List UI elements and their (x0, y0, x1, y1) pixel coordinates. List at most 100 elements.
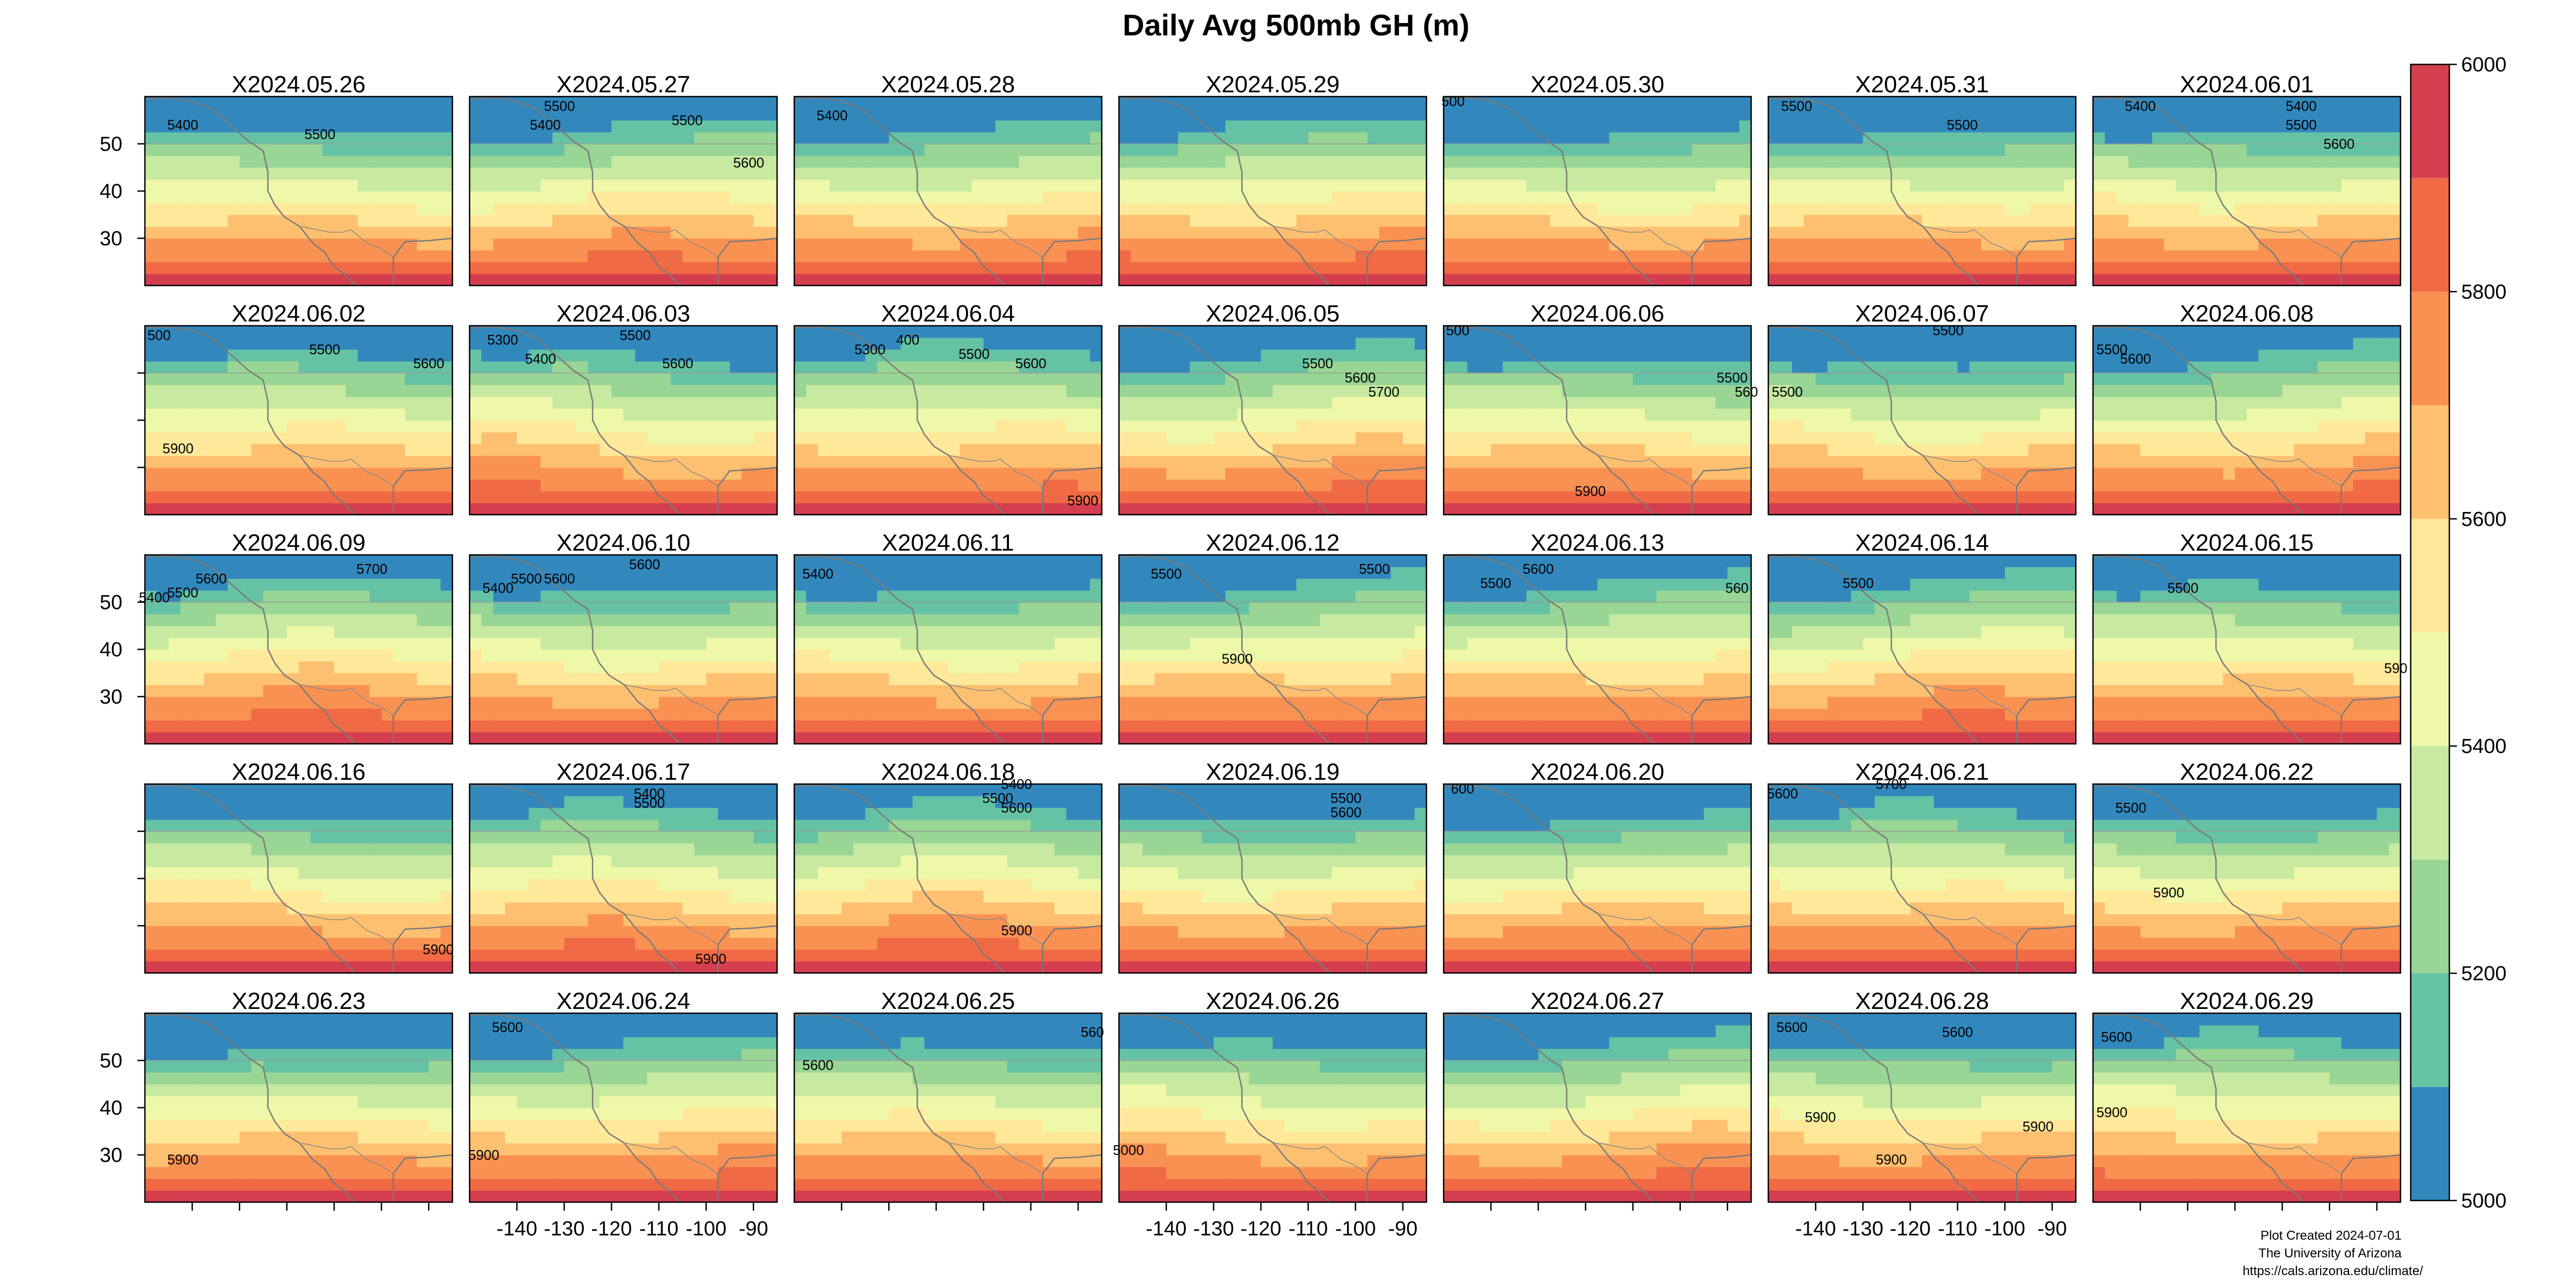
heatmap-cell (505, 479, 517, 492)
heatmap-cell (1550, 120, 1562, 133)
heatmap-cell (1261, 456, 1274, 468)
heatmap-cell (1597, 467, 1610, 480)
heatmap-cell (1467, 338, 1480, 350)
heatmap-cell (1296, 274, 1309, 286)
heatmap-cell (1078, 385, 1091, 397)
heatmap-cell (239, 144, 252, 156)
heatmap-cell (924, 349, 936, 362)
heatmap-cell (2317, 179, 2330, 192)
heatmap-cell (1296, 326, 1309, 338)
heatmap-cell (169, 361, 181, 374)
heatmap-cell (1379, 262, 1392, 274)
heatmap-cell (493, 361, 506, 374)
heatmap-cell (706, 326, 719, 338)
heatmap-cell (1514, 420, 1527, 433)
heatmap-cell (2353, 250, 2366, 262)
heatmap-cell (794, 326, 807, 338)
heatmap-cell (2294, 144, 2307, 156)
contour-label: 5900 (1067, 492, 1099, 508)
heatmap-cell (1119, 491, 1131, 503)
heatmap-cell (216, 203, 228, 215)
heatmap-cell (635, 250, 648, 262)
heatmap-cell (830, 385, 842, 397)
heatmap-cell (1355, 262, 1368, 274)
heatmap-cell (1644, 408, 1657, 421)
heatmap-cell (1538, 167, 1550, 180)
heatmap-cell (157, 326, 169, 338)
heatmap-cell (1839, 120, 1851, 133)
heatmap-cell (960, 262, 972, 274)
heatmap-cell (1491, 432, 1503, 444)
heatmap-cell (1526, 274, 1539, 286)
heatmap-cell (830, 432, 842, 444)
heatmap-cell (948, 144, 961, 156)
heatmap-cell (1668, 262, 1681, 274)
heatmap-cell (239, 479, 252, 492)
heatmap-cell (322, 373, 335, 385)
country-border (625, 455, 719, 487)
heatmap-cell (2294, 97, 2307, 109)
heatmap-cell (1792, 191, 1804, 203)
heatmap-cell (204, 385, 216, 397)
heatmap-cell (180, 215, 193, 227)
heatmap-cell (1119, 108, 1131, 121)
heatmap-cell (1993, 179, 2006, 192)
heatmap-cell (1444, 191, 1456, 203)
heatmap-cell (287, 156, 299, 168)
heatmap-cell (1768, 215, 1781, 227)
heatmap-cell (251, 503, 264, 515)
heatmap-cell (971, 120, 984, 133)
heatmap-cell (853, 479, 866, 492)
heatmap-cell (1415, 420, 1426, 433)
heatmap-cell (1054, 491, 1067, 503)
heatmap-cell (1922, 191, 1935, 203)
heatmap-cell (682, 262, 695, 274)
heatmap-cell (2246, 215, 2259, 227)
heatmap-cell (753, 456, 766, 468)
heatmap-cell (428, 444, 441, 456)
heatmap-cell (1597, 373, 1610, 385)
heatmap-cell (2040, 167, 2053, 180)
heatmap-cell (623, 250, 636, 262)
heatmap-cell (1296, 444, 1309, 456)
heatmap-cell (599, 349, 612, 362)
heatmap-cell (1391, 408, 1403, 421)
heatmap-cell (517, 144, 529, 156)
heatmap-cell (1514, 361, 1527, 374)
heatmap-cell (948, 156, 961, 168)
heatmap-cell (924, 326, 936, 338)
heatmap-cell (2105, 97, 2117, 109)
heatmap-cell (1585, 491, 1598, 503)
heatmap-cell (405, 326, 418, 338)
heatmap-cell (647, 408, 660, 421)
heatmap-cell (505, 156, 517, 168)
heatmap-cell (564, 274, 576, 286)
heatmap-cell (1391, 456, 1403, 468)
heatmap-cell (1562, 250, 1574, 262)
heatmap-cell (1213, 326, 1226, 338)
heatmap-cell (2258, 262, 2271, 274)
heatmap-cell (2140, 179, 2153, 192)
heatmap-cell (287, 338, 299, 350)
heatmap-cell (1851, 144, 1863, 156)
contour-label: 5900 (163, 441, 194, 457)
heatmap-cell (818, 274, 830, 286)
heatmap-cell (1213, 167, 1226, 180)
heatmap-cell (2353, 156, 2366, 168)
heatmap-cell (1066, 156, 1079, 168)
heatmap-cell (2329, 203, 2342, 215)
heatmap-cell (670, 444, 683, 456)
heatmap-cell (1343, 420, 1356, 433)
heatmap-cell (924, 408, 936, 421)
heatmap-cell (1503, 179, 1515, 192)
heatmap-cell (2258, 226, 2271, 239)
heatmap-cell (322, 238, 335, 251)
heatmap-cell (1703, 97, 1716, 109)
heatmap-cell (753, 226, 766, 239)
heatmap-cell (576, 132, 588, 144)
heatmap-cell (1597, 120, 1610, 133)
heatmap-cell (1261, 250, 1274, 262)
heatmap-cell (1633, 397, 1645, 409)
heatmap-cell (1030, 503, 1043, 515)
heatmap-cell (936, 385, 949, 397)
